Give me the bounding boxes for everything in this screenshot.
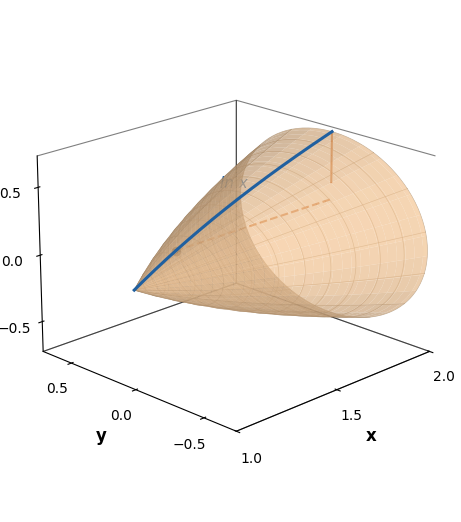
X-axis label: x: x — [366, 427, 377, 445]
Y-axis label: y: y — [96, 427, 106, 445]
